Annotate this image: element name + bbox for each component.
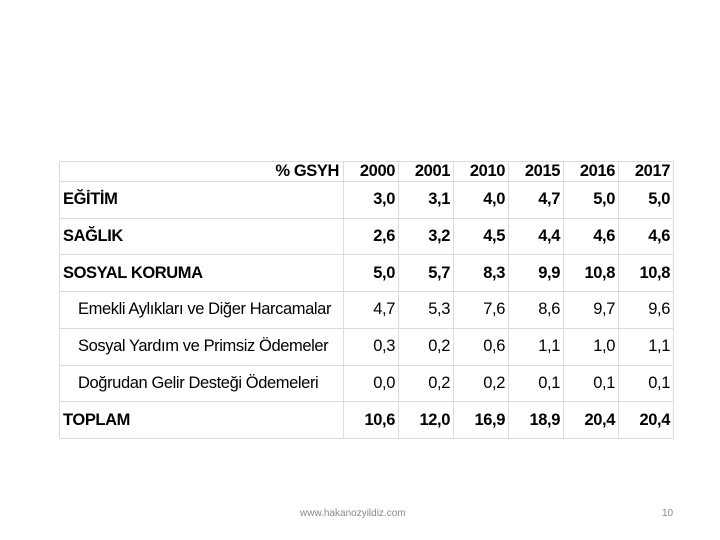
cell-value: 4,4 bbox=[508, 217, 564, 256]
cell-value: 0,2 bbox=[453, 364, 509, 403]
header-row: % GSYH 2000 2001 2010 2015 2016 2017 bbox=[59, 161, 674, 182]
table-row-saglik: SAĞLIK 2,6 3,2 4,5 4,4 4,6 4,6 bbox=[59, 217, 674, 256]
cell-value: 4,0 bbox=[453, 181, 509, 219]
page-number: 10 bbox=[662, 508, 674, 519]
cell-value: 0,1 bbox=[563, 364, 619, 403]
cell-value: 5,3 bbox=[398, 291, 454, 329]
cell-value: 3,2 bbox=[398, 217, 454, 256]
cell-value: 20,4 bbox=[563, 401, 619, 439]
row-label: SAĞLIK bbox=[59, 217, 344, 256]
cell-value: 9,7 bbox=[563, 291, 619, 329]
gsyh-table: % GSYH 2000 2001 2010 2015 2016 2017 EĞİ… bbox=[59, 161, 674, 439]
table-row-dogrudan-gelir: Doğrudan Gelir Desteği Ödemeleri 0,0 0,2… bbox=[59, 364, 674, 403]
year-header: 2016 bbox=[563, 161, 619, 182]
row-label: Sosyal Yardım ve Primsiz Ödemeler bbox=[59, 327, 344, 366]
table-row-sosyal-koruma: SOSYAL KORUMA 5,0 5,7 8,3 9,9 10,8 10,8 bbox=[59, 254, 674, 293]
row-label: Doğrudan Gelir Desteği Ödemeleri bbox=[59, 364, 344, 403]
cell-value: 1,1 bbox=[508, 327, 564, 366]
row-label: TOPLAM bbox=[59, 401, 344, 439]
cell-value: 5,7 bbox=[398, 254, 454, 293]
year-header: 2001 bbox=[398, 161, 454, 182]
cell-value: 4,7 bbox=[508, 181, 564, 219]
cell-value: 7,6 bbox=[453, 291, 509, 329]
cell-value: 8,6 bbox=[508, 291, 564, 329]
cell-value: 16,9 bbox=[453, 401, 509, 439]
table-row-sosyal-yardim: Sosyal Yardım ve Primsiz Ödemeler 0,3 0,… bbox=[59, 327, 674, 366]
cell-value: 4,5 bbox=[453, 217, 509, 256]
cell-value: 3,1 bbox=[398, 181, 454, 219]
cell-value: 5,0 bbox=[563, 181, 619, 219]
table-row-toplam: TOPLAM 10,6 12,0 16,9 18,9 20,4 20,4 bbox=[59, 401, 674, 439]
cell-value: 0,6 bbox=[453, 327, 509, 366]
cell-value: 0,2 bbox=[398, 364, 454, 403]
row-label: EĞİTİM bbox=[59, 181, 344, 219]
row-label: Emekli Aylıkları ve Diğer Harcamalar bbox=[59, 291, 344, 329]
footer-url: www.hakanozyildiz.com bbox=[300, 508, 406, 519]
cell-value: 10,6 bbox=[343, 401, 399, 439]
cell-value: 4,6 bbox=[618, 217, 674, 256]
cell-value: 0,1 bbox=[508, 364, 564, 403]
year-header: 2017 bbox=[618, 161, 674, 182]
cell-value: 3,0 bbox=[343, 181, 399, 219]
cell-value: 5,0 bbox=[343, 254, 399, 293]
cell-value: 0,0 bbox=[343, 364, 399, 403]
cell-value: 1,0 bbox=[563, 327, 619, 366]
cell-value: 4,7 bbox=[343, 291, 399, 329]
year-header: 2000 bbox=[343, 161, 399, 182]
cell-value: 2,6 bbox=[343, 217, 399, 256]
cell-value: 20,4 bbox=[618, 401, 674, 439]
cell-value: 9,9 bbox=[508, 254, 564, 293]
cell-value: 0,1 bbox=[618, 364, 674, 403]
cell-value: 4,6 bbox=[563, 217, 619, 256]
year-header: 2015 bbox=[508, 161, 564, 182]
cell-value: 9,6 bbox=[618, 291, 674, 329]
cell-value: 0,3 bbox=[343, 327, 399, 366]
cell-value: 5,0 bbox=[618, 181, 674, 219]
cell-value: 18,9 bbox=[508, 401, 564, 439]
table-row-egitim: EĞİTİM 3,0 3,1 4,0 4,7 5,0 5,0 bbox=[59, 181, 674, 219]
year-header: 2010 bbox=[453, 161, 509, 182]
table-row-emekli: Emekli Aylıkları ve Diğer Harcamalar 4,7… bbox=[59, 291, 674, 329]
cell-value: 1,1 bbox=[618, 327, 674, 366]
row-label: SOSYAL KORUMA bbox=[59, 254, 344, 293]
cell-value: 8,3 bbox=[453, 254, 509, 293]
header-label: % GSYH bbox=[59, 161, 344, 182]
cell-value: 12,0 bbox=[398, 401, 454, 439]
cell-value: 10,8 bbox=[618, 254, 674, 293]
cell-value: 0,2 bbox=[398, 327, 454, 366]
cell-value: 10,8 bbox=[563, 254, 619, 293]
